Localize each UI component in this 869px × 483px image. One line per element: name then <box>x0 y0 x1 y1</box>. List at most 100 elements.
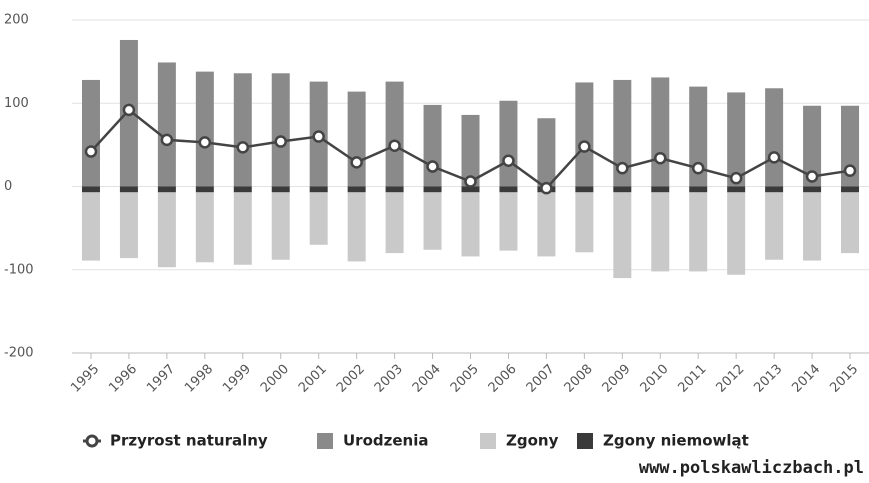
legend-symbol <box>85 434 99 448</box>
x-tick-label: 2001 <box>296 362 330 396</box>
y-tick-label: 200 <box>4 13 29 28</box>
bar <box>309 186 328 193</box>
x-tick-label: 2007 <box>524 362 558 396</box>
bar <box>271 73 290 187</box>
line-marker <box>84 145 98 158</box>
line-marker <box>729 171 743 185</box>
bar <box>233 73 252 187</box>
legend-symbol <box>577 433 593 449</box>
bar <box>461 114 480 187</box>
bar <box>385 186 404 193</box>
x-tick-label: 2008 <box>562 362 596 396</box>
bar <box>803 105 822 187</box>
x-tick-label: 2014 <box>789 362 823 396</box>
legend-label: Zgony <box>506 432 559 450</box>
bar <box>195 186 214 193</box>
line-marker <box>502 154 515 167</box>
x-tick-label: 2003 <box>372 362 406 396</box>
x-tick-label: 2011 <box>676 362 710 396</box>
bar <box>347 192 366 262</box>
bar <box>841 105 860 187</box>
x-tick-label: 2015 <box>827 362 861 396</box>
x-tick-label: 2013 <box>751 362 785 396</box>
bar <box>385 81 404 187</box>
bar <box>499 192 518 251</box>
y-tick-label: 0 <box>4 179 12 194</box>
watermark: www.polskawliczbach.pl <box>639 458 864 478</box>
bar <box>195 71 214 187</box>
line-marker <box>198 136 212 149</box>
line-marker <box>274 135 287 148</box>
x-tick-label: 1995 <box>68 362 102 396</box>
bar <box>347 186 366 193</box>
bar <box>575 82 594 187</box>
bar <box>499 186 518 193</box>
line-marker <box>236 141 250 154</box>
bar <box>689 86 708 187</box>
legend-label: Urodzenia <box>343 432 428 450</box>
bar <box>651 77 670 187</box>
line-marker <box>426 160 439 173</box>
bar <box>613 192 632 279</box>
bar <box>157 62 176 187</box>
line-marker <box>805 170 819 183</box>
x-tick-label: 2010 <box>638 362 672 396</box>
bar <box>803 186 822 193</box>
bar <box>271 192 290 260</box>
bar <box>727 192 746 275</box>
bar <box>537 118 556 187</box>
bar <box>613 79 632 187</box>
bar <box>347 91 366 187</box>
bar <box>841 192 860 254</box>
x-tick-label: 1997 <box>144 362 178 396</box>
bar <box>233 192 252 265</box>
bar <box>651 186 670 193</box>
line-marker <box>350 156 363 169</box>
bar <box>81 186 100 193</box>
bar <box>841 186 860 193</box>
bar <box>385 192 404 254</box>
bar <box>157 192 176 268</box>
legend-label: Zgony niemowląt <box>603 432 749 450</box>
x-tick-label: 2002 <box>334 362 368 396</box>
bar <box>613 186 632 193</box>
bar <box>689 192 708 272</box>
bar <box>765 192 784 260</box>
x-tick-label: 1996 <box>106 362 140 396</box>
bar <box>81 79 100 187</box>
bar <box>499 100 518 187</box>
line-marker <box>312 130 325 143</box>
legend-label: Przyrost naturalny <box>110 432 268 450</box>
bar <box>119 192 138 259</box>
line-marker <box>616 161 629 175</box>
bar <box>271 186 290 193</box>
bar <box>309 192 328 245</box>
line-marker <box>578 140 591 153</box>
line-marker <box>654 151 667 165</box>
x-tick-label: 2009 <box>600 362 634 396</box>
x-tick-label: 1998 <box>182 362 216 396</box>
bar <box>81 192 100 261</box>
y-tick-label: -100 <box>4 262 34 277</box>
line-marker <box>122 103 136 117</box>
y-tick-label: 100 <box>4 96 29 111</box>
bar <box>537 192 556 257</box>
x-tick-label: 2006 <box>486 362 520 396</box>
bar <box>423 104 442 187</box>
bar <box>423 186 442 193</box>
line-marker <box>388 139 401 152</box>
legend-symbol <box>480 433 496 449</box>
bar <box>803 192 822 261</box>
bar <box>765 186 784 193</box>
bar <box>575 186 594 193</box>
bar <box>195 192 214 263</box>
x-tick-label: 2004 <box>410 362 444 396</box>
bar <box>727 92 746 187</box>
bar <box>157 186 176 193</box>
x-tick-label: 1999 <box>220 362 254 396</box>
bar <box>575 192 594 253</box>
bar <box>765 88 784 187</box>
bar <box>233 186 252 193</box>
legend-symbol <box>317 433 333 449</box>
